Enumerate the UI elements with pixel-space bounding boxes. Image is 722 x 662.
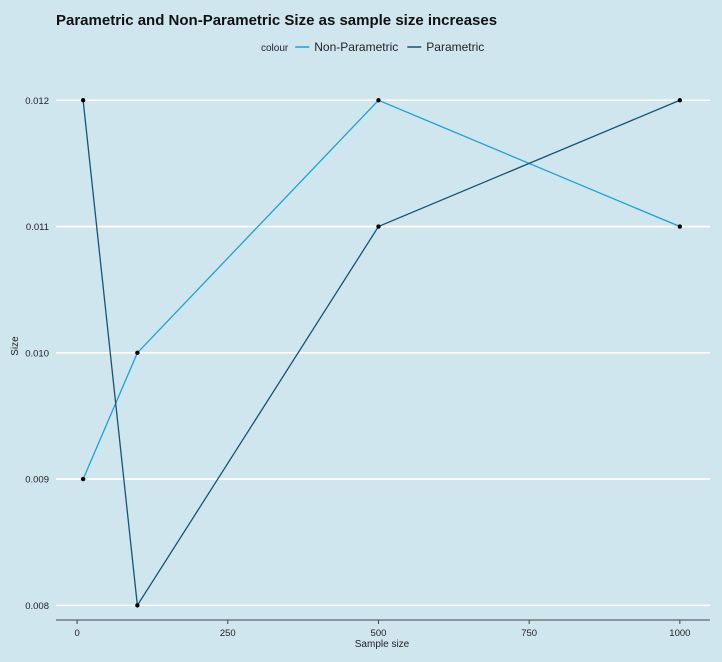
y-axis-title: Size — [10, 336, 21, 356]
x-axis-title: Sample size — [355, 639, 410, 650]
series-line-non-parametric — [82, 99, 681, 480]
series-line-parametric — [82, 99, 681, 608]
series-lines — [82, 99, 681, 608]
x-tick-label: 750 — [521, 628, 537, 639]
axes: 0.008 0.009 0.010 0.011 0.012 0 250 500 750 1000 — [25, 96, 710, 639]
data-point-non-parametric — [376, 98, 381, 103]
legend-label-parametric: Parametric — [426, 40, 484, 54]
legend: colour Non-Parametric Parametric — [261, 40, 484, 54]
legend-label-non-parametric: Non-Parametric — [314, 40, 398, 54]
data-point-parametric — [376, 224, 381, 229]
data-points — [80, 98, 683, 608]
x-tick-label: 0 — [74, 628, 79, 639]
y-tick-label: 0.011 — [26, 222, 49, 233]
y-tick-label: 0.010 — [25, 348, 49, 359]
legend-title: colour — [261, 43, 289, 54]
data-point-non-parametric — [80, 476, 86, 482]
data-point-non-parametric — [135, 350, 140, 356]
gridlines — [56, 99, 710, 607]
data-point-parametric — [135, 603, 140, 608]
y-tick-label: 0.012 — [25, 96, 49, 107]
y-tick-label: 0.008 — [25, 601, 49, 612]
x-tick-label: 250 — [220, 628, 236, 639]
data-point-non-parametric — [677, 224, 683, 229]
data-point-parametric — [677, 98, 683, 103]
x-tick-label: 1000 — [669, 628, 690, 639]
data-point-parametric — [80, 98, 86, 103]
y-tick-label: 0.009 — [25, 475, 49, 486]
chart-title: Parametric and Non-Parametric Size as sa… — [56, 12, 497, 29]
x-tick-label: 500 — [371, 628, 387, 639]
